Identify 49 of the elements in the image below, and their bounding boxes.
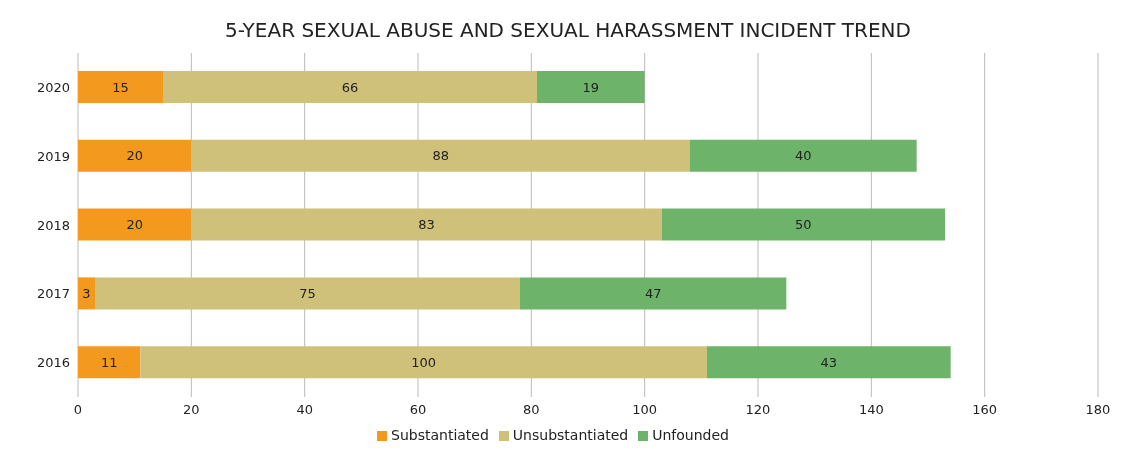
bar [78, 277, 95, 310]
bar [661, 208, 945, 241]
data-label: 20 [126, 148, 143, 164]
x-tick-label: 0 [73, 402, 83, 418]
data-label: 100 [411, 354, 437, 370]
bar [191, 208, 662, 241]
bar [140, 346, 707, 379]
data-label: 43 [820, 354, 838, 370]
bar [707, 346, 951, 379]
bar [520, 277, 787, 310]
x-tick-label: 120 [745, 402, 771, 418]
data-label: 19 [582, 79, 600, 95]
x-tick-label: 100 [632, 402, 658, 418]
y-tick-label: 2019 [36, 148, 70, 164]
data-label: 50 [795, 217, 812, 233]
x-tick-label: 160 [972, 402, 998, 418]
bar [191, 139, 690, 172]
y-tick-label: 2020 [36, 80, 70, 96]
bar [537, 71, 645, 103]
data-label: 75 [299, 286, 316, 302]
data-label: 11 [100, 354, 118, 370]
data-label: 40 [795, 148, 812, 164]
bar [78, 208, 192, 241]
legend-label: Unfounded [652, 427, 729, 443]
data-label: 3 [82, 286, 91, 302]
data-label: 66 [341, 79, 359, 95]
data-label: 83 [418, 217, 435, 233]
legend-label: Substantiated [391, 427, 489, 443]
bar [78, 71, 163, 103]
x-tick-label: 20 [183, 402, 200, 418]
data-label: 20 [126, 217, 143, 233]
bar [690, 139, 917, 172]
bar [78, 346, 141, 379]
y-tick-label: 2016 [36, 355, 70, 371]
data-label: 15 [112, 79, 129, 95]
x-tick-label: 40 [296, 402, 313, 418]
bar [78, 139, 192, 172]
chart-title: 5-YEAR SEXUAL ABUSE AND SEXUAL HARASSMENT INCIDENT TREND [224, 18, 912, 42]
data-label: 88 [432, 148, 449, 164]
x-tick-label: 180 [1085, 402, 1111, 418]
y-tick-label: 2017 [36, 286, 70, 302]
bar [163, 71, 537, 103]
x-tick-label: 60 [409, 402, 427, 418]
legend-label: Unsubstantiated [512, 427, 629, 443]
data-label: 47 [644, 286, 662, 302]
y-tick-label: 2018 [36, 217, 70, 233]
bar [95, 277, 520, 310]
x-tick-label: 140 [858, 402, 884, 418]
x-tick-label: 80 [523, 402, 540, 418]
